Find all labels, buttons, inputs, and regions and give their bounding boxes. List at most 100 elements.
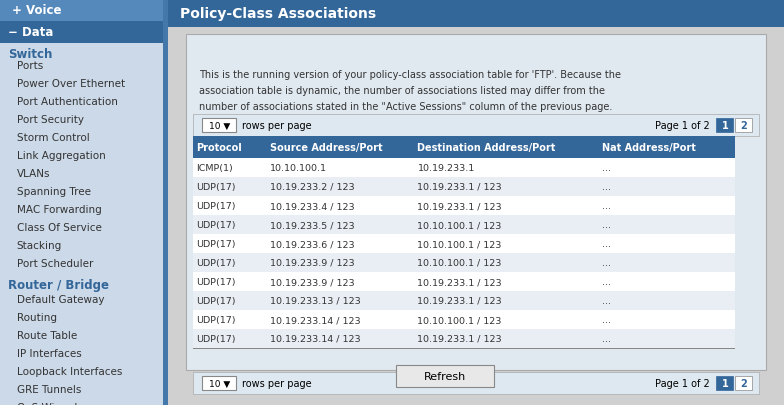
Text: Storm Control: Storm Control	[16, 133, 89, 143]
Text: 10.19.233.1 / 123: 10.19.233.1 / 123	[417, 334, 502, 343]
Bar	[396, 365, 495, 387]
Text: ...: ...	[602, 183, 612, 192]
Bar	[735, 376, 752, 390]
Text: 10 ▼: 10 ▼	[209, 121, 230, 130]
Bar	[193, 272, 735, 291]
Text: Port Scheduler: Port Scheduler	[16, 258, 93, 269]
Text: Source Address/Port: Source Address/Port	[270, 143, 383, 153]
Bar	[193, 177, 735, 196]
Text: 10 ▼: 10 ▼	[209, 379, 230, 388]
Text: 10.19.233.6 / 123: 10.19.233.6 / 123	[270, 239, 354, 248]
Text: − Data: − Data	[9, 26, 54, 39]
Text: + Voice: + Voice	[12, 4, 61, 17]
Text: UDP(17): UDP(17)	[196, 258, 235, 267]
Text: Power Over Ethernet: Power Over Ethernet	[16, 79, 125, 89]
Text: Switch: Switch	[9, 48, 53, 61]
Text: UDP(17): UDP(17)	[196, 220, 235, 230]
Text: 10.19.233.14 / 123: 10.19.233.14 / 123	[270, 315, 361, 324]
Text: Nat Address/Port: Nat Address/Port	[602, 143, 696, 153]
Text: 10.19.233.1: 10.19.233.1	[417, 164, 475, 173]
Bar	[201, 376, 236, 390]
Bar	[193, 254, 735, 272]
Text: UDP(17): UDP(17)	[196, 183, 235, 192]
Text: 10.10.100.1 / 123: 10.10.100.1 / 123	[417, 239, 502, 248]
Text: Policy-Class Associations: Policy-Class Associations	[180, 7, 376, 21]
Bar	[193, 115, 760, 136]
Text: ...: ...	[602, 239, 612, 248]
Text: 10.19.233.9 / 123: 10.19.233.9 / 123	[270, 277, 354, 286]
Text: ...: ...	[602, 202, 612, 211]
Text: Route Table: Route Table	[16, 330, 77, 340]
Text: Ports: Ports	[16, 61, 43, 71]
Bar	[193, 159, 735, 177]
Text: 10.19.233.9 / 123: 10.19.233.9 / 123	[270, 258, 354, 267]
Text: association table is dynamic, the number of associations listed may differ from : association table is dynamic, the number…	[199, 86, 604, 96]
Text: 10.19.233.1 / 123: 10.19.233.1 / 123	[417, 277, 502, 286]
Text: ...: ...	[602, 277, 612, 286]
Text: 10.19.233.14 / 123: 10.19.233.14 / 123	[270, 334, 361, 343]
Text: 10.10.100.1 / 123: 10.10.100.1 / 123	[417, 258, 502, 267]
Bar	[0, 0, 168, 22]
Bar	[735, 119, 752, 132]
Text: 1: 1	[721, 121, 728, 131]
Bar	[168, 0, 784, 28]
Text: 10.10.100.1 / 123: 10.10.100.1 / 123	[417, 220, 502, 230]
Text: Destination Address/Port: Destination Address/Port	[417, 143, 556, 153]
Text: UDP(17): UDP(17)	[196, 315, 235, 324]
Text: 1: 1	[721, 378, 728, 388]
Bar	[717, 376, 734, 390]
Text: UDP(17): UDP(17)	[196, 277, 235, 286]
Text: Port Authentication: Port Authentication	[16, 97, 118, 107]
Bar	[193, 329, 735, 348]
Text: Routing: Routing	[16, 312, 56, 322]
Text: VLANs: VLANs	[16, 168, 50, 179]
Text: Protocol: Protocol	[196, 143, 241, 153]
Text: 10.10.100.1 / 123: 10.10.100.1 / 123	[417, 315, 502, 324]
Bar	[187, 35, 765, 370]
Text: 10.19.233.5 / 123: 10.19.233.5 / 123	[270, 220, 354, 230]
Text: ...: ...	[602, 164, 612, 173]
Text: number of associations stated in the "Active Sessions" column of the previous pa: number of associations stated in the "Ac…	[199, 102, 612, 112]
Text: ...: ...	[602, 296, 612, 305]
Text: 10.19.233.2 / 123: 10.19.233.2 / 123	[270, 183, 354, 192]
Bar	[201, 119, 236, 132]
Text: ...: ...	[602, 315, 612, 324]
Bar	[193, 372, 760, 394]
Text: 10.19.233.4 / 123: 10.19.233.4 / 123	[270, 202, 354, 211]
Text: 10.19.233.13 / 123: 10.19.233.13 / 123	[270, 296, 361, 305]
Text: rows per page: rows per page	[242, 121, 311, 131]
Text: 10.19.233.1 / 123: 10.19.233.1 / 123	[417, 183, 502, 192]
Text: QoS Wizard: QoS Wizard	[16, 402, 77, 405]
Bar	[193, 196, 735, 215]
Text: 2: 2	[740, 121, 746, 131]
Text: Spanning Tree: Spanning Tree	[16, 187, 91, 196]
Text: Link Aggregation: Link Aggregation	[16, 151, 106, 161]
Bar	[193, 291, 735, 310]
Text: Default Gateway: Default Gateway	[16, 294, 104, 304]
Text: IP Interfaces: IP Interfaces	[16, 348, 82, 358]
Bar	[163, 0, 168, 405]
Text: ...: ...	[602, 220, 612, 230]
Text: GRE Tunnels: GRE Tunnels	[16, 384, 82, 394]
Text: UDP(17): UDP(17)	[196, 239, 235, 248]
Bar	[717, 119, 734, 132]
Text: This is the running version of your policy-class association table for 'FTP'. Be: This is the running version of your poli…	[199, 70, 621, 80]
Text: Page 1 of 2: Page 1 of 2	[655, 378, 710, 388]
Text: Class Of Service: Class Of Service	[16, 222, 102, 232]
Text: UDP(17): UDP(17)	[196, 202, 235, 211]
Bar	[0, 22, 168, 44]
Text: 10.19.233.1 / 123: 10.19.233.1 / 123	[417, 202, 502, 211]
Text: Refresh: Refresh	[424, 371, 466, 381]
Text: ...: ...	[602, 334, 612, 343]
Bar	[193, 136, 735, 159]
Text: UDP(17): UDP(17)	[196, 296, 235, 305]
Text: UDP(17): UDP(17)	[196, 334, 235, 343]
Text: MAC Forwarding: MAC Forwarding	[16, 205, 102, 215]
Bar	[193, 310, 735, 329]
Bar	[193, 215, 735, 234]
Text: 10.10.100.1: 10.10.100.1	[270, 164, 327, 173]
Text: Stacking: Stacking	[16, 241, 62, 250]
Text: ICMP(1): ICMP(1)	[196, 164, 233, 173]
Text: 10.19.233.1 / 123: 10.19.233.1 / 123	[417, 296, 502, 305]
Text: Loopback Interfaces: Loopback Interfaces	[16, 366, 122, 376]
